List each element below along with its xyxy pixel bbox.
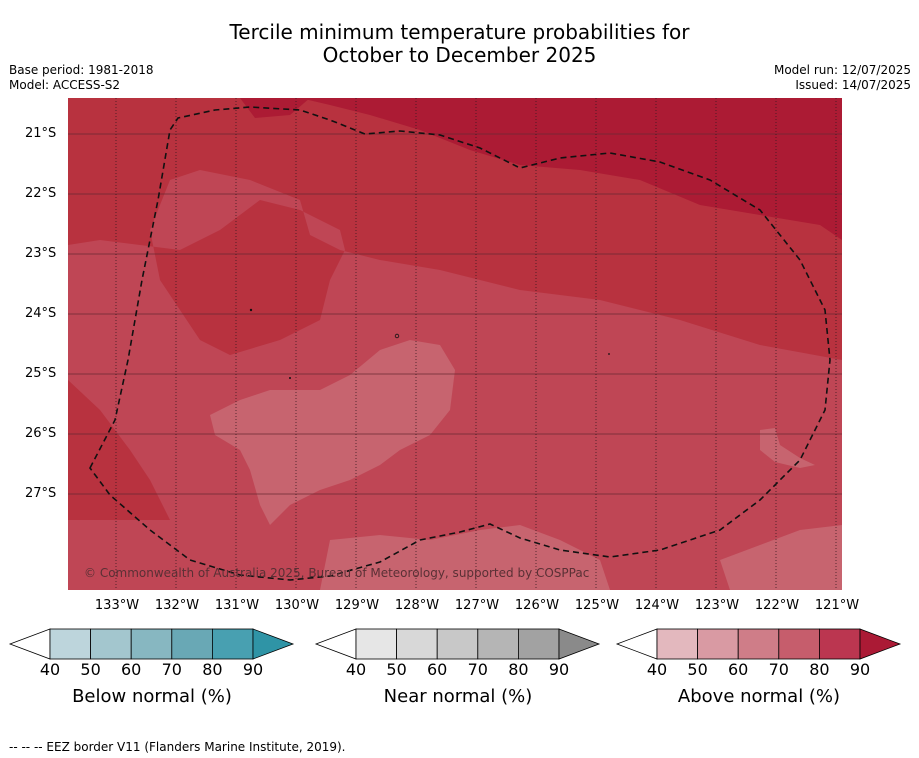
colorbar-tick-label: 40	[646, 660, 668, 679]
colorbar-extend-high	[252, 628, 295, 660]
longitude-label: 123°W	[694, 598, 740, 613]
colorbar-segment	[171, 628, 213, 660]
colorbar-segment	[778, 628, 820, 660]
colorbar-segment	[518, 628, 560, 660]
longitude-label: 125°W	[574, 598, 620, 613]
island-marker	[289, 377, 291, 379]
colorbar-segment	[355, 628, 397, 660]
longitude-label: 127°W	[454, 598, 500, 613]
colorbar-segment	[819, 628, 861, 660]
longitude-label: 132°W	[154, 598, 200, 613]
colorbar-segment	[396, 628, 438, 660]
longitude-label: 122°W	[754, 598, 800, 613]
colorbar-segment	[737, 628, 780, 660]
latitude-label: 27°S	[25, 486, 57, 501]
map-fill-regions	[68, 98, 842, 590]
island-marker	[608, 353, 610, 355]
colorbar-below-label: Below normal (%)	[72, 686, 232, 707]
colorbar-near-label: Near normal (%)	[383, 686, 533, 707]
above-normal-60-region-east	[760, 428, 815, 468]
longitude-label: 121°W	[814, 598, 860, 613]
chart-title-line2: October to December 2025	[322, 43, 597, 67]
copyright-text: © Commonwealth of Australia 2025, Bureau…	[84, 566, 589, 580]
longitude-label: 131°W	[214, 598, 260, 613]
island-marker	[249, 308, 253, 312]
above-normal-90-region	[300, 98, 842, 240]
colorbar-tick-label: 70	[161, 660, 182, 679]
colorbar-extend-low	[615, 628, 658, 660]
longitude-label: 128°W	[394, 598, 440, 613]
eez-border	[89, 106, 831, 581]
latitude-label: 25°S	[25, 366, 57, 381]
colorbar-above-label: Above normal (%)	[677, 686, 841, 707]
colorbar-segment	[436, 628, 479, 660]
base-period-text: Base period: 1981-2018	[9, 63, 154, 77]
longitude-label: 129°W	[334, 598, 380, 613]
longitude-label: 130°W	[274, 598, 320, 613]
colorbar-tick-label: 40	[39, 660, 61, 679]
colorbar-tick-label: 80	[809, 660, 830, 679]
colorbar-tick-label: 60	[121, 660, 142, 679]
above-normal-80-region-west	[68, 380, 170, 520]
colorbar-tick-label: 70	[467, 660, 488, 679]
island-marker	[394, 333, 400, 339]
colorbars	[8, 628, 902, 660]
above-normal-60-region-center	[210, 340, 455, 525]
colorbar-tick-label: 40	[345, 660, 367, 679]
colorbar-extend-low	[8, 628, 51, 660]
colorbar-extend-high	[558, 628, 601, 660]
latitude-label: 24°S	[25, 306, 57, 321]
colorbar-extend-high	[859, 628, 902, 660]
colorbar-extend-low	[314, 628, 357, 660]
colorbar-tick-label: 60	[427, 660, 448, 679]
eez-footnote: -- -- -- EEZ border V11 (Flanders Marine…	[9, 740, 346, 754]
latitude-label: 22°S	[25, 186, 57, 201]
colorbar-tick-label: 90	[242, 660, 264, 679]
chart-title-line1: Tercile minimum temperature probabilitie…	[229, 20, 690, 44]
above-normal-60-region-south	[320, 525, 610, 590]
colorbar-tick-label: 90	[849, 660, 871, 679]
colorbar-tick-label: 50	[80, 660, 101, 679]
longitude-label: 133°W	[94, 598, 140, 613]
model-text: Model: ACCESS-S2	[9, 78, 121, 92]
map-gridlines	[68, 98, 842, 590]
colorbar-tick-label: 60	[728, 660, 749, 679]
colorbar-segment	[49, 628, 91, 660]
colorbar-tick-label: 70	[768, 660, 789, 679]
colorbar-segment	[656, 628, 698, 660]
colorbar-tick-label: 50	[386, 660, 407, 679]
colorbar-segment	[211, 628, 254, 660]
latitude-label: 21°S	[25, 126, 57, 141]
colorbar-segment	[697, 628, 739, 660]
latitude-label: 26°S	[25, 426, 57, 441]
issued-text: Issued: 14/07/2025	[795, 78, 911, 92]
latitude-label: 23°S	[25, 246, 57, 261]
colorbar-tick-label: 50	[687, 660, 708, 679]
above-normal-60-region-southeast	[720, 525, 842, 590]
longitude-label: 126°W	[514, 598, 560, 613]
model-run-text: Model run: 12/07/2025	[773, 63, 911, 77]
colorbar-tick-label: 80	[202, 660, 223, 679]
colorbar-segment	[90, 628, 132, 660]
colorbar-segment	[130, 628, 173, 660]
colorbar-tick-label: 80	[508, 660, 529, 679]
longitude-label: 124°W	[634, 598, 680, 613]
colorbar-tick-label: 90	[548, 660, 570, 679]
colorbar-segment	[477, 628, 519, 660]
